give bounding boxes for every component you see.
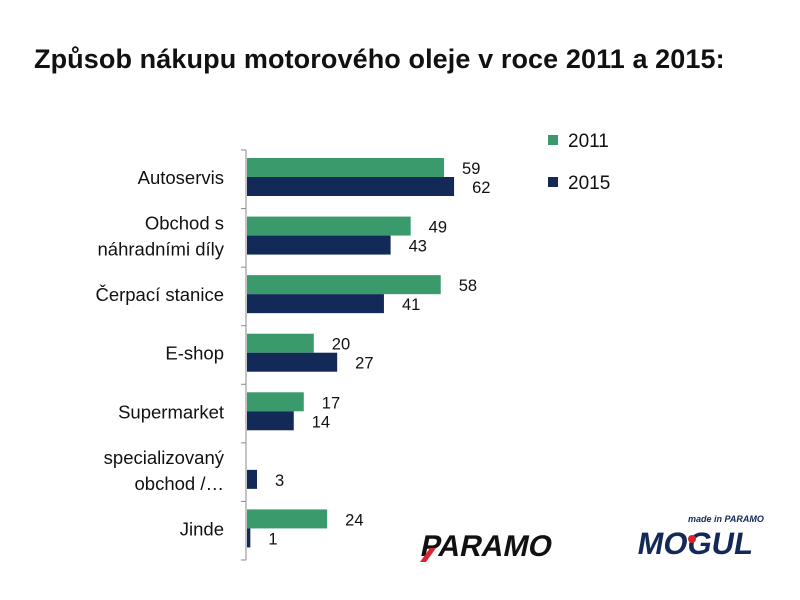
data-label-2015: 62	[472, 179, 490, 197]
data-label-2011: 20	[332, 336, 350, 354]
paramo-swoosh-icon	[420, 548, 436, 562]
data-label-2011: 17	[322, 394, 340, 412]
bar-2015	[247, 469, 258, 489]
bar-2015	[247, 352, 338, 372]
bar-2015	[247, 411, 294, 431]
category-label: E-shop	[165, 343, 224, 364]
chart-title: Způsob nákupu motorového oleje v roce 20…	[34, 44, 725, 74]
category-label-line: Obchod s	[145, 213, 224, 234]
bar-2015	[247, 235, 391, 255]
category-label-line: Supermarket	[118, 401, 224, 422]
paramo-logo: PARAMO	[418, 530, 556, 563]
data-label-2015: 41	[402, 296, 420, 314]
mogul-red-dot-icon	[688, 535, 696, 543]
legend-swatch-2011	[548, 135, 558, 145]
legend-label-2011: 2011	[568, 131, 609, 152]
mogul-tagline: made in PARAMO	[688, 514, 764, 524]
legend-swatch-2015	[548, 177, 558, 187]
category-label: Jinde	[180, 518, 224, 539]
data-label-2011: 49	[429, 219, 447, 237]
category-label: Autoservis	[138, 167, 224, 188]
bar-2011	[247, 333, 314, 353]
data-label-2015: 43	[409, 238, 427, 256]
data-label-2011: 24	[345, 511, 363, 529]
mogul-logo: made in PARAMO MOGUL	[636, 514, 764, 560]
data-label-2011: 58	[459, 277, 477, 295]
bar-2011	[247, 509, 328, 529]
bar-2015	[247, 528, 251, 548]
category-label-line: Autoservis	[138, 167, 224, 188]
category-label-line: E-shop	[165, 343, 224, 364]
paramo-logo-text: PARAMO	[418, 530, 556, 563]
category-label: Obchod s náhradními díly	[98, 213, 225, 260]
category-label-line: Jinde	[180, 518, 224, 539]
legend-label-2015: 2015	[568, 173, 610, 194]
data-label-2011: 59	[462, 160, 480, 178]
mogul-logo-text: MOGUL	[636, 526, 756, 560]
category-label-line: specializovaný	[104, 447, 225, 468]
bar-2011	[247, 275, 441, 295]
category-label: Čerpací stanice	[95, 284, 224, 305]
bar-2015	[247, 294, 384, 314]
category-label-line: Čerpací stanice	[95, 284, 224, 305]
category-label-line: obchod /…	[135, 473, 224, 494]
bar-2011	[247, 392, 304, 412]
data-label-2015: 27	[355, 355, 373, 373]
bar-2011	[247, 216, 411, 236]
bar-2011	[247, 158, 445, 177]
bar-2015	[247, 177, 455, 196]
category-label: Supermarket	[118, 401, 224, 422]
data-label-2015: 1	[268, 530, 277, 548]
data-label-2015: 14	[312, 413, 330, 431]
category-label-line: náhradními díly	[98, 239, 225, 260]
data-label-2015: 3	[275, 472, 284, 490]
category-label: specializovaný obchod /…	[104, 447, 225, 494]
